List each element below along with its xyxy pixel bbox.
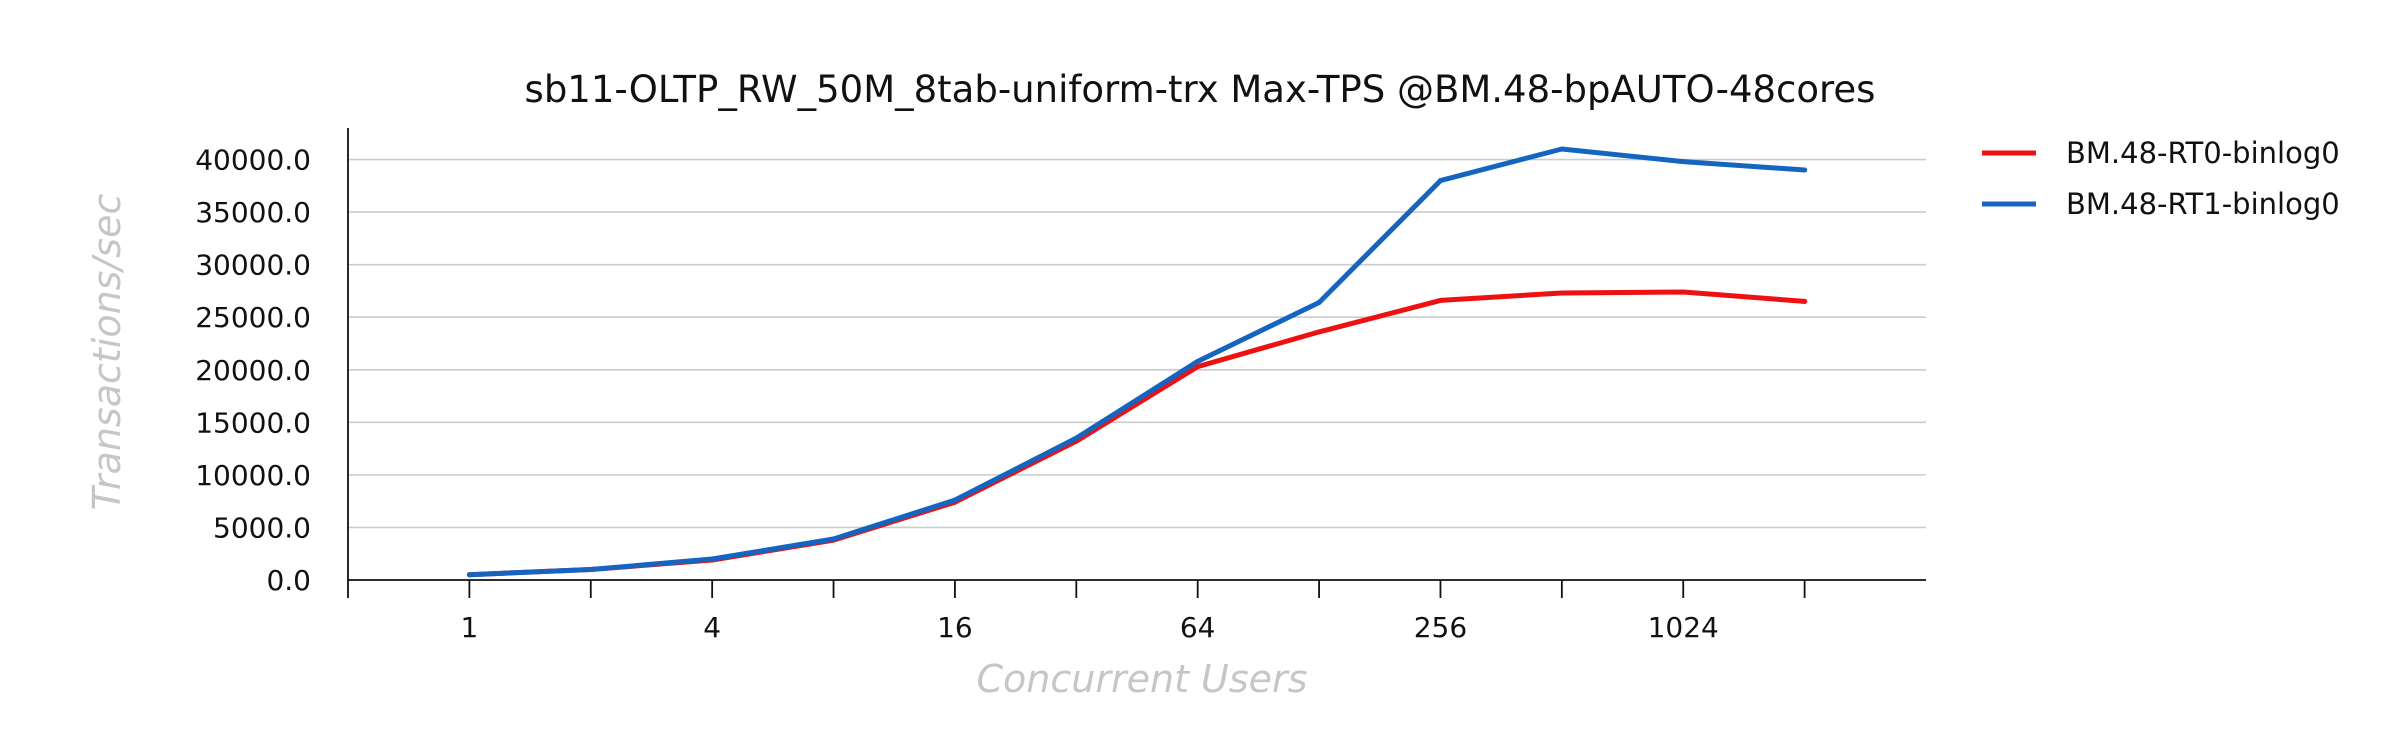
data-point [1316,299,1322,305]
data-point [1437,178,1443,184]
y-tick-label: 15000.0 [195,406,311,439]
x-tick-label: 64 [1180,611,1216,644]
data-point [1559,290,1565,296]
y-tick-label: 40000.0 [195,144,311,177]
series-line-2 [466,146,1808,578]
data-point [709,556,715,562]
data-point [1802,298,1808,304]
data-point [1195,358,1201,364]
y-tick-label: 30000.0 [195,249,311,282]
x-tick-label: 1024 [1648,611,1719,644]
x-axis-title: Concurrent Users [977,657,1308,701]
data-point [466,572,472,578]
data-point [1195,364,1201,370]
series-line-1 [466,289,1808,578]
data-point [952,497,958,503]
data-point [1802,167,1808,173]
data-point [831,536,837,542]
data-point [1680,289,1686,295]
x-tick-label: 16 [937,611,973,644]
legend: BM.48-RT0-binlog0 BM.48-RT1-binlog0 [1982,136,2340,221]
x-tick-label: 1 [460,611,478,644]
chart-title: sb11-OLTP_RW_50M_8tab-uniform-trx Max-TP… [525,68,1876,111]
data-point [1073,435,1079,441]
x-tick-label: 256 [1414,611,1467,644]
y-tick-label: 5000.0 [213,511,311,544]
x-tick-label: 4 [703,611,721,644]
data-point [1680,159,1686,165]
legend-label: BM.48-RT0-binlog0 [2066,136,2340,170]
y-tick-label: 0.0 [266,564,311,597]
legend-label: BM.48-RT1-binlog0 [2066,187,2340,221]
y-tick-label: 25000.0 [195,301,311,334]
data-point [1437,297,1443,303]
data-point [1316,329,1322,335]
y-tick-label: 20000.0 [195,354,311,387]
y-tick-label: 35000.0 [195,196,311,229]
y-tick-label: 10000.0 [195,459,311,492]
y-axis-title: Transactions/sec [85,194,129,511]
data-point [1559,146,1565,152]
plot-area: 0.0 5000.0 10000.0 15000.0 20000.0 25000.0 300… [195,128,1926,644]
data-point [588,566,594,572]
